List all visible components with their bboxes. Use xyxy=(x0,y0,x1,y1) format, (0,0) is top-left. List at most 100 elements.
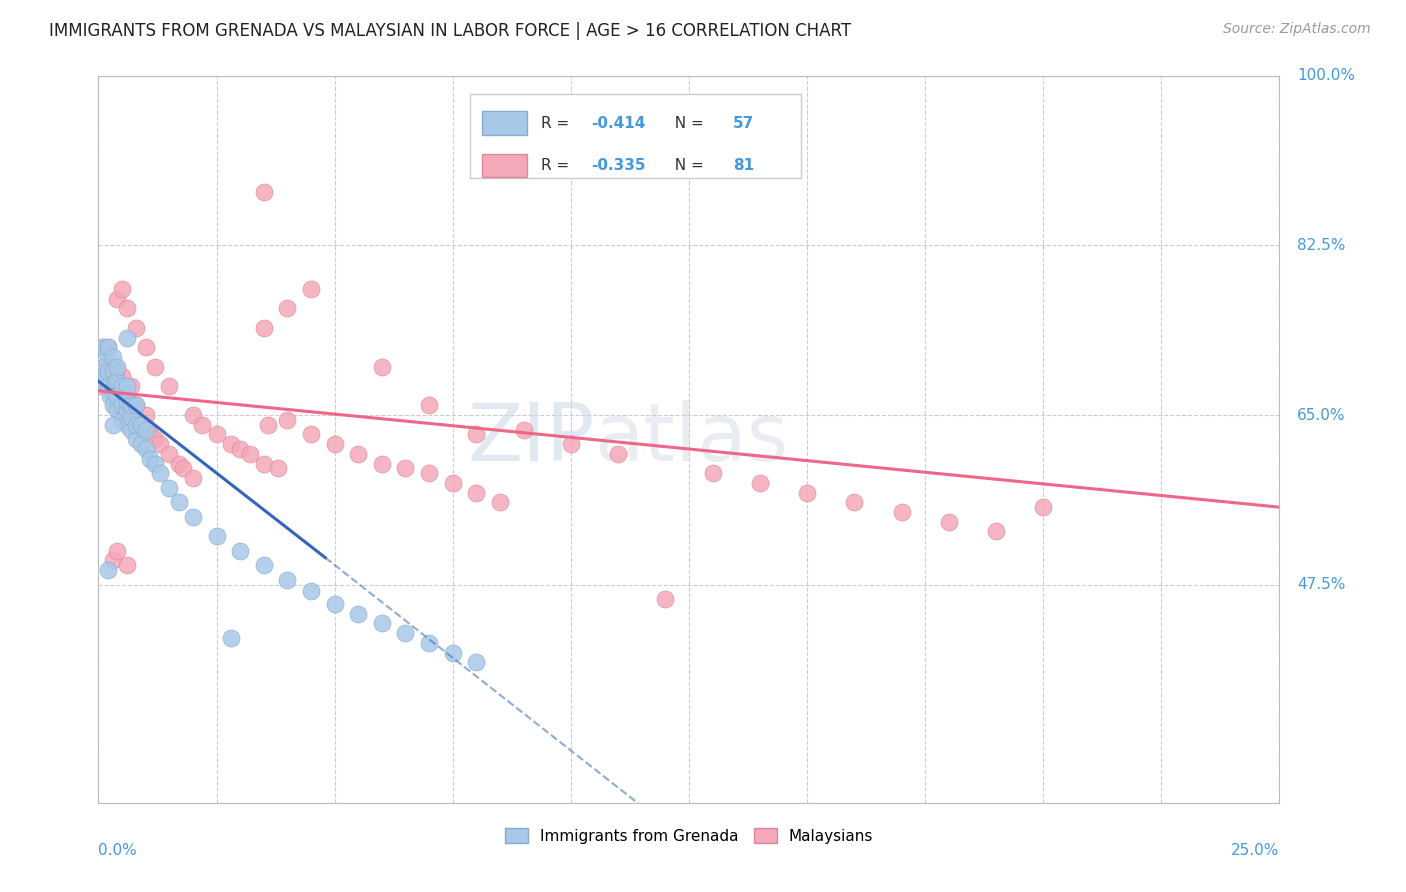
Point xyxy=(748,475,770,490)
Point xyxy=(796,485,818,500)
Point xyxy=(115,403,138,417)
Point xyxy=(394,461,416,475)
Point xyxy=(257,417,280,432)
Point xyxy=(139,427,162,442)
Point xyxy=(105,389,128,403)
Point xyxy=(105,403,128,417)
Point xyxy=(90,374,112,388)
Point xyxy=(276,301,298,316)
Text: N =: N = xyxy=(665,158,709,173)
Text: Source: ZipAtlas.com: Source: ZipAtlas.com xyxy=(1223,22,1371,37)
Point xyxy=(347,607,370,621)
Point xyxy=(299,584,322,599)
Point xyxy=(253,321,276,335)
Point xyxy=(105,398,128,412)
Point xyxy=(143,457,166,471)
Point xyxy=(101,384,124,398)
Point xyxy=(101,389,124,403)
Point xyxy=(418,636,440,650)
Point xyxy=(121,408,143,422)
Point xyxy=(239,447,262,461)
Point xyxy=(125,398,148,412)
Text: 57: 57 xyxy=(733,116,754,130)
Point xyxy=(157,481,180,495)
Point xyxy=(465,427,488,442)
Text: IMMIGRANTS FROM GRENADA VS MALAYSIAN IN LABOR FORCE | AGE > 16 CORRELATION CHART: IMMIGRANTS FROM GRENADA VS MALAYSIAN IN … xyxy=(49,22,852,40)
Text: R =: R = xyxy=(541,158,575,173)
Point xyxy=(299,282,322,296)
Point xyxy=(267,461,290,475)
Point xyxy=(219,631,242,645)
Point xyxy=(465,655,488,669)
Point xyxy=(101,398,124,412)
Point xyxy=(105,292,128,306)
Point xyxy=(115,379,138,393)
Point xyxy=(371,359,394,374)
Point xyxy=(125,413,148,427)
Point xyxy=(702,467,724,481)
Point xyxy=(111,389,134,403)
Text: atlas: atlas xyxy=(595,401,789,478)
Text: ZIP: ZIP xyxy=(467,401,595,478)
Point xyxy=(276,573,298,587)
Point xyxy=(253,185,276,199)
Text: 82.5%: 82.5% xyxy=(1298,238,1346,253)
Point xyxy=(121,423,143,437)
Point xyxy=(97,364,120,378)
Point xyxy=(115,389,138,403)
Point xyxy=(101,359,124,374)
Point xyxy=(347,447,370,461)
Point xyxy=(121,379,143,393)
Point xyxy=(371,616,394,631)
FancyBboxPatch shape xyxy=(482,112,527,135)
Point xyxy=(844,495,866,509)
Point xyxy=(157,379,180,393)
Point xyxy=(441,475,464,490)
Point xyxy=(181,509,204,524)
Point xyxy=(111,398,134,412)
Text: 65.0%: 65.0% xyxy=(1298,408,1346,423)
Point xyxy=(984,524,1007,539)
Point xyxy=(276,413,298,427)
Point xyxy=(115,330,138,344)
Point xyxy=(181,408,204,422)
Point xyxy=(654,592,676,607)
Point xyxy=(253,558,276,573)
Point xyxy=(115,403,138,417)
Point xyxy=(101,350,124,364)
Text: 81: 81 xyxy=(733,158,754,173)
Point xyxy=(97,563,120,577)
Point xyxy=(1032,500,1054,515)
Text: 25.0%: 25.0% xyxy=(1232,843,1279,858)
Point xyxy=(115,301,138,316)
Text: 0.0%: 0.0% xyxy=(98,843,138,858)
Point xyxy=(91,340,114,354)
Point xyxy=(371,457,394,471)
Point xyxy=(97,340,120,354)
Point xyxy=(105,374,128,388)
Point xyxy=(97,340,120,354)
Text: -0.414: -0.414 xyxy=(591,116,645,130)
Text: -0.335: -0.335 xyxy=(591,158,645,173)
Point xyxy=(143,359,166,374)
Point xyxy=(157,447,180,461)
Point xyxy=(101,374,124,388)
Point xyxy=(172,461,194,475)
Point xyxy=(219,437,242,451)
Point xyxy=(121,398,143,412)
Point xyxy=(489,495,512,509)
Text: 47.5%: 47.5% xyxy=(1298,577,1346,592)
Point xyxy=(149,467,172,481)
Point xyxy=(101,553,124,567)
Text: N =: N = xyxy=(665,116,709,130)
Point xyxy=(125,398,148,412)
Point xyxy=(205,427,228,442)
Point xyxy=(135,423,157,437)
Point xyxy=(94,345,117,359)
Point xyxy=(129,417,152,432)
Point xyxy=(98,389,121,403)
Point xyxy=(229,442,252,456)
Point xyxy=(149,437,172,451)
Text: 100.0%: 100.0% xyxy=(1298,69,1355,83)
Point xyxy=(607,447,630,461)
